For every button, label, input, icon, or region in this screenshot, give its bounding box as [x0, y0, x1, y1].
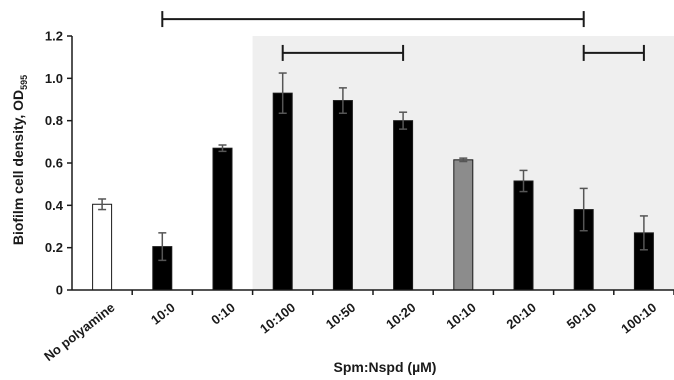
x-tick-label: 50:10 — [564, 300, 599, 332]
axes-layer — [67, 35, 674, 295]
y-axis-title-subscript: 595 — [19, 75, 29, 90]
bar — [272, 92, 293, 291]
bar — [92, 203, 113, 291]
y-tick-label: 0 — [56, 283, 63, 298]
bar — [453, 159, 474, 291]
x-tick-label: No polyamine — [41, 300, 117, 364]
y-tick-label: 0.8 — [45, 113, 63, 128]
x-tick-label: 10:0 — [148, 300, 178, 328]
significance-brackets-layer — [161, 11, 645, 61]
x-tick-label: 20:10 — [504, 300, 539, 332]
bars-layer — [92, 92, 654, 291]
x-tick-label: 100:10 — [618, 300, 659, 337]
error-bars-layer — [98, 72, 648, 262]
x-tick-label: 10:10 — [443, 300, 478, 332]
bar — [332, 100, 353, 291]
y-axis-title: Biofilm cell density, OD595 — [10, 75, 29, 245]
y-tick-label: 0.4 — [45, 198, 64, 213]
x-tick-label: 10:50 — [323, 300, 358, 332]
x-tick-label: 10:20 — [383, 300, 418, 332]
y-tick-label: 0.2 — [45, 240, 63, 255]
y-tick-label: 1.2 — [45, 29, 63, 44]
x-tick-label: 10:100 — [257, 300, 298, 337]
y-tick-label: 0.6 — [45, 156, 63, 171]
bar — [212, 147, 233, 291]
bar — [513, 180, 534, 291]
bar — [393, 120, 414, 291]
y-axis-title-main: Biofilm cell density, OD — [10, 90, 26, 245]
x-axis-title: Spm:Nspd (µM) — [334, 359, 437, 375]
x-tick-label: 0:10 — [208, 300, 238, 328]
y-tick-label: 1.0 — [45, 71, 63, 86]
